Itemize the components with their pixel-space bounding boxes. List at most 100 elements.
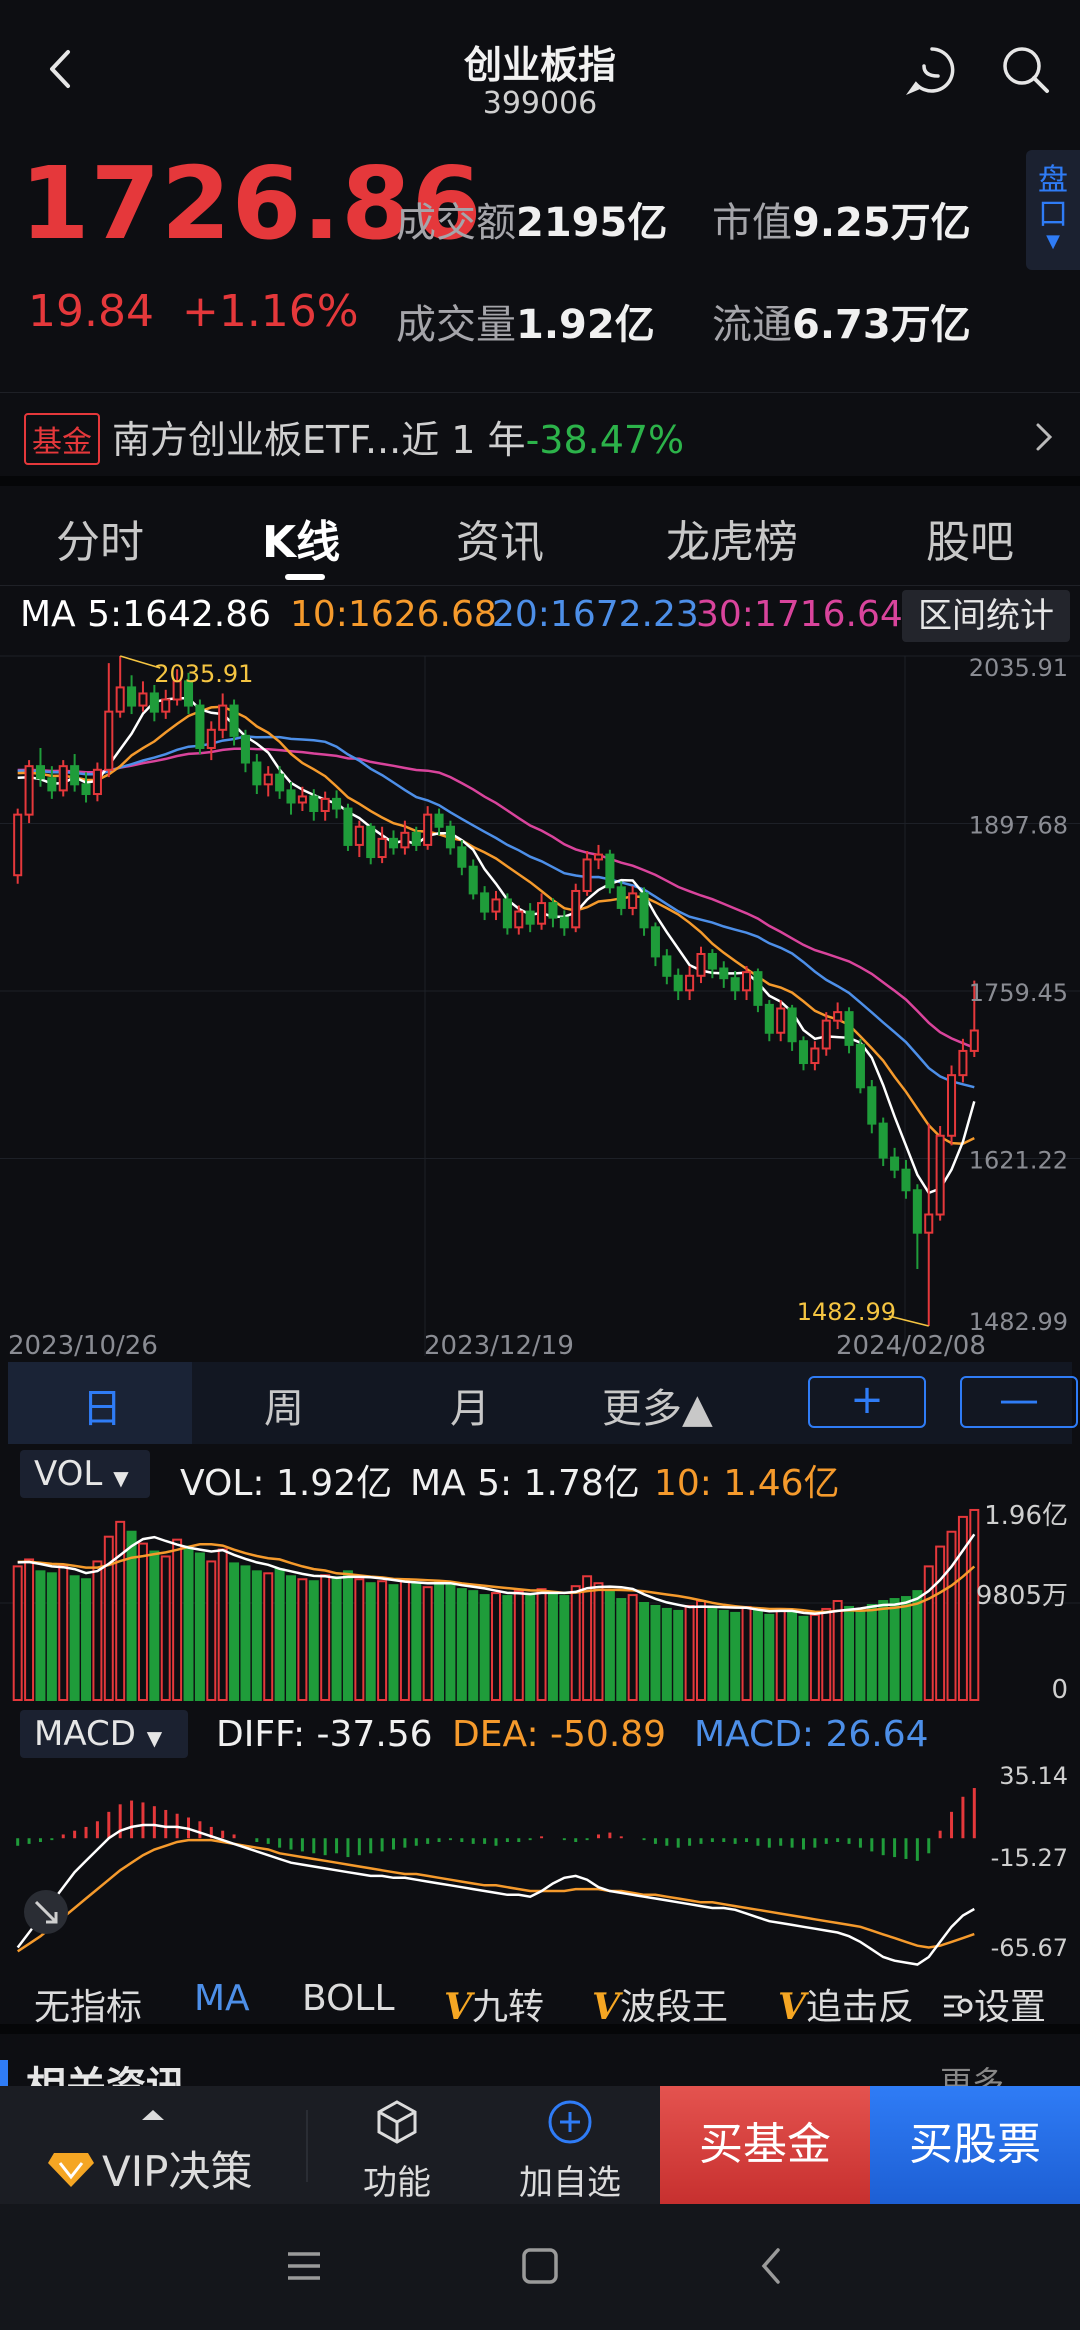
functions-button[interactable]: 功能 — [352, 2098, 442, 2204]
candle-body — [559, 916, 569, 929]
date-tick-label: 2024/02/08 — [836, 1331, 986, 1360]
candle — [730, 970, 740, 1001]
macd-chart[interactable]: 35.14 -15.27 -65.67 — [0, 1762, 1080, 1966]
candle-body — [969, 1029, 979, 1052]
period-month[interactable]: 月 — [450, 1386, 490, 1432]
macd-dea: DEA: -50.89 — [452, 1714, 667, 1755]
price-change: 19.84 +1.16% — [28, 286, 359, 337]
volume-bar — [491, 1592, 501, 1701]
candle-body — [582, 858, 592, 892]
candle-body — [70, 765, 80, 786]
volume-bar — [559, 1595, 570, 1701]
volume-bar — [479, 1594, 490, 1701]
volume-chart[interactable]: 1.96亿 9805万 0 — [0, 1500, 1080, 1704]
candle — [81, 772, 91, 803]
fund-text: 南方创业板ETF...近 1 年-38.47% — [112, 409, 684, 464]
candle-body — [138, 692, 148, 707]
period-week[interactable]: 周 — [264, 1386, 304, 1432]
volume-bar — [58, 1564, 69, 1701]
caret-down-icon: ▼ — [1046, 231, 1060, 252]
candle — [867, 1080, 877, 1134]
candle-body — [707, 952, 717, 970]
vol-value: VOL: 1.92亿 — [180, 1463, 393, 1504]
indicator-boduan[interactable]: V波段王 — [592, 1978, 728, 2030]
back-icon[interactable] — [40, 42, 84, 96]
candle — [240, 729, 250, 773]
volume-bar — [422, 1586, 433, 1701]
tab-forum[interactable]: 股吧 — [926, 517, 1014, 568]
candle-body — [286, 789, 296, 804]
boduan-label: 波段王 — [619, 1987, 728, 2028]
volume-bar — [263, 1572, 274, 1701]
candle-body — [127, 686, 137, 707]
period-more[interactable]: 更多▲ — [602, 1386, 713, 1432]
volume-bar — [752, 1609, 763, 1701]
buy-fund-button[interactable]: 买基金 — [660, 2086, 870, 2204]
volume-indicator-select[interactable]: VOL ▼ — [20, 1450, 150, 1498]
expand-icon[interactable] — [24, 1890, 68, 1934]
search-icon[interactable] — [1000, 44, 1052, 96]
ma20-value: 20:1672.23 — [492, 594, 699, 635]
candle — [855, 1038, 865, 1094]
volume-bar — [115, 1520, 126, 1702]
candle-body — [343, 807, 353, 846]
buy-stock-button[interactable]: 买股票 — [870, 2086, 1080, 2204]
indicator-boll[interactable]: BOLL — [302, 1978, 395, 2019]
tab-dragon-tiger[interactable]: 龙虎榜 — [666, 517, 798, 568]
candle — [901, 1159, 911, 1199]
candle-body — [616, 886, 626, 909]
tab-kline[interactable]: K线 — [262, 517, 341, 568]
chat-icon[interactable] — [906, 44, 958, 96]
kline-chart[interactable]: 2035.91 1482.99 2035.91 1897.68 1759.45 1621.… — [0, 646, 1080, 1360]
volume-bar — [126, 1530, 137, 1701]
candle-body — [821, 1019, 831, 1050]
home-icon[interactable] — [520, 2246, 560, 2286]
macd-tick-label: 35.14 — [999, 1762, 1068, 1790]
chevron-up-icon[interactable] — [138, 2106, 168, 2124]
volume-bar — [707, 1605, 718, 1701]
ma30-value: 30:1716.64 — [696, 594, 903, 635]
volume-bar — [582, 1575, 593, 1701]
indicator-none[interactable]: 无指标 — [34, 1987, 143, 2028]
macd-indicator-select[interactable]: MACD ▼ — [20, 1710, 188, 1758]
indicator-ma[interactable]: MA — [194, 1978, 250, 2019]
indicator-jiuzhuan[interactable]: V九转 — [444, 1978, 544, 2030]
candle — [616, 881, 626, 916]
ma20-line — [17, 735, 975, 1089]
related-news-peek: 相关资讯 更多 — [0, 2034, 1080, 2086]
vip-decision-button[interactable]: VIP决策 — [48, 2138, 252, 2199]
fund-banner[interactable]: 基金 南方创业板ETF...近 1 年-38.47% — [0, 392, 1080, 486]
nav-back-icon[interactable] — [756, 2246, 786, 2286]
settings-label: 设置 — [974, 1987, 1047, 2028]
tab-news[interactable]: 资讯 — [456, 517, 544, 568]
section-more[interactable]: 更多 — [940, 2064, 1005, 2086]
tab-intraday[interactable]: 分时 — [56, 517, 144, 568]
volume-bar — [434, 1580, 445, 1701]
period-day[interactable]: 日 — [82, 1386, 122, 1432]
diamond-icon — [48, 2152, 94, 2187]
zoom-out-button[interactable]: — — [960, 1376, 1078, 1428]
range-stats-button[interactable]: 区间统计 — [902, 590, 1070, 642]
candle-body — [696, 952, 706, 977]
candle — [525, 903, 535, 933]
indicator-bar: 无指标 MA BOLL V九转 V波段王 V追击反 设置 — [0, 1968, 1080, 2034]
add-watchlist-button[interactable]: 加自选 — [512, 2098, 628, 2204]
date-tick-label: 2023/10/26 — [8, 1331, 158, 1360]
candle — [286, 781, 296, 815]
volume-bar — [809, 1613, 820, 1701]
recent-apps-icon[interactable] — [284, 2248, 324, 2284]
candle-body — [673, 974, 683, 992]
volume-bar — [342, 1570, 353, 1701]
candle — [935, 1126, 945, 1221]
indicator-settings[interactable]: 设置 — [940, 1978, 1046, 2030]
volume-bar — [673, 1609, 684, 1701]
fund-tag: 基金 — [24, 413, 100, 465]
candle — [844, 1007, 854, 1054]
volume-bar — [798, 1615, 809, 1701]
indicator-zhuiji[interactable]: V追击反 — [778, 1978, 948, 2030]
candle-body — [776, 1007, 786, 1034]
pankou-tab[interactable]: 盘口 ▼ — [1026, 150, 1080, 270]
zoom-in-button[interactable]: + — [808, 1376, 926, 1428]
candle — [445, 820, 455, 855]
volume-bar — [468, 1590, 479, 1701]
